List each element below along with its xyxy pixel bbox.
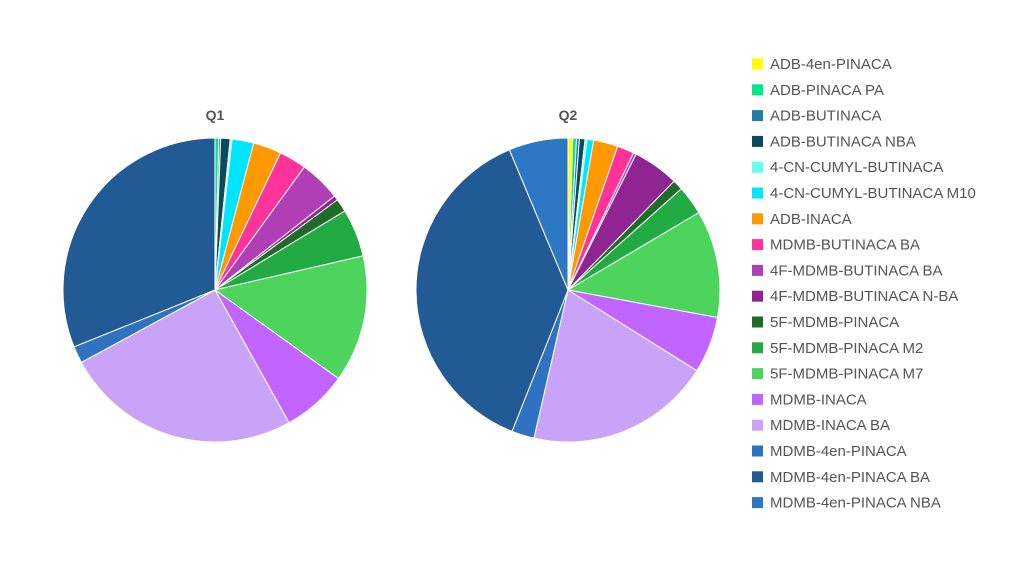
legend-label: 5F-MDMB-PINACA M2 — [770, 340, 923, 357]
pie-slice-q1-17 — [62, 137, 216, 348]
legend-label: 5F-MDMB-PINACA M7 — [770, 366, 923, 383]
legend-item: 4-CN-CUMYL-BUTINACA M10 — [752, 185, 976, 202]
pie-title-q2: Q2 — [559, 107, 578, 123]
legend-swatch — [752, 497, 763, 509]
legend-item: ADB-PINACA PA — [752, 82, 884, 99]
legend-swatch — [752, 316, 763, 328]
pie-slice-q2-15 — [533, 289, 698, 443]
legend-swatch — [752, 58, 763, 70]
legend-item: ADB-BUTINACA NBA — [752, 133, 916, 150]
legend-item: 5F-MDMB-PINACA — [752, 314, 899, 331]
legend-swatch — [752, 342, 763, 354]
legend-item: 5F-MDMB-PINACA M2 — [752, 340, 923, 357]
legend-label: ADB-BUTINACA — [770, 108, 882, 125]
legend-item: 4F-MDMB-BUTINACA N-BA — [752, 288, 958, 305]
legend-item: MDMB-INACA BA — [752, 417, 890, 434]
pie-q1: Q1 — [62, 107, 368, 443]
legend-label: MDMB-INACA — [770, 391, 867, 408]
legend-swatch — [752, 264, 763, 276]
legend-label: 4F-MDMB-BUTINACA BA — [770, 262, 943, 279]
legend-item: ADB-4en-PINACA — [752, 56, 892, 73]
pie-slice-q1-13 — [213, 255, 368, 380]
pie-q2: Q2 — [415, 107, 721, 443]
legend-item: MDMB-4en-PINACA BA — [752, 469, 930, 486]
legend-label: 4F-MDMB-BUTINACA N-BA — [770, 288, 958, 305]
legend-label: MDMB-INACA BA — [770, 417, 890, 434]
legend-label: ADB-BUTINACA NBA — [770, 133, 916, 150]
pie-title-q1: Q1 — [206, 107, 225, 123]
legend-swatch — [752, 161, 763, 173]
legend-item: MDMB-INACA — [752, 391, 867, 408]
legend-label: 4-CN-CUMYL-BUTINACA M10 — [770, 185, 976, 202]
legend-label: MDMB-4en-PINACA BA — [770, 469, 930, 486]
legend-item: MDMB-4en-PINACA — [752, 443, 907, 460]
legend-label: MDMB-BUTINACA BA — [770, 237, 920, 254]
legend-item: 5F-MDMB-PINACA M7 — [752, 366, 923, 383]
legend-swatch — [752, 213, 763, 225]
legend-swatch — [752, 368, 763, 380]
legend: ADB-4en-PINACA ADB-PINACA PA ADB-BUTINACA A… — [752, 56, 976, 512]
pie-slice-q1-15 — [80, 289, 290, 443]
legend-label: MDMB-4en-PINACA NBA — [770, 495, 941, 512]
legend-item: MDMB-4en-PINACA NBA — [752, 495, 941, 512]
legend-swatch — [752, 135, 763, 147]
legend-swatch — [752, 471, 763, 483]
legend-swatch — [752, 393, 763, 405]
legend-item: ADB-BUTINACA — [752, 108, 882, 125]
legend-label: ADB-4en-PINACA — [770, 56, 892, 73]
legend-swatch — [752, 445, 763, 457]
legend-label: ADB-INACA — [770, 211, 852, 228]
pie-slice-q2-13 — [566, 211, 721, 319]
legend-swatch — [752, 110, 763, 122]
legend-swatch — [752, 187, 763, 199]
legend-swatch — [752, 290, 763, 302]
pie-slice-q2-18 — [508, 137, 569, 291]
legend-item: ADB-INACA — [752, 211, 852, 228]
legend-swatch — [752, 419, 763, 431]
legend-label: ADB-PINACA PA — [770, 82, 884, 99]
legend-item: MDMB-BUTINACA BA — [752, 237, 920, 254]
legend-label: MDMB-4en-PINACA — [770, 443, 907, 460]
pies-group: Q1 Q2 — [62, 107, 721, 443]
legend-swatch — [752, 239, 763, 251]
legend-label: 4-CN-CUMYL-BUTINACA — [770, 159, 943, 176]
legend-item: 4-CN-CUMYL-BUTINACA — [752, 159, 943, 176]
legend-label: 5F-MDMB-PINACA — [770, 314, 899, 331]
legend-item: 4F-MDMB-BUTINACA BA — [752, 262, 943, 279]
pie-slice-q2-17 — [415, 149, 569, 432]
legend-swatch — [752, 84, 763, 96]
